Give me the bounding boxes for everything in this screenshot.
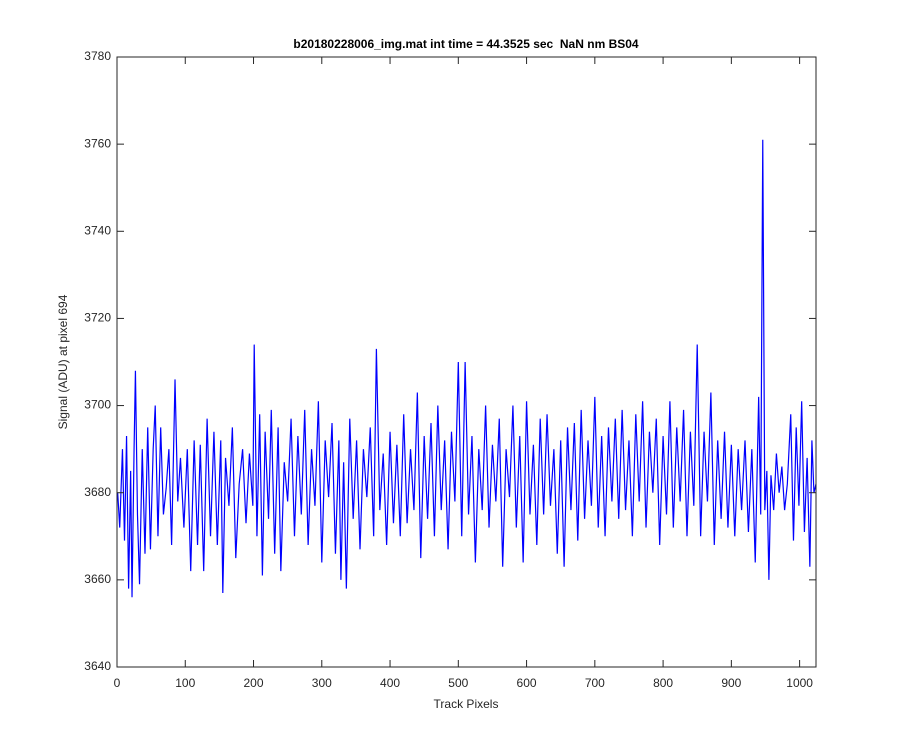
y-tick-label: 3640 [84,659,111,673]
x-tick-label: 700 [585,676,605,690]
y-tick-label: 3740 [84,223,111,237]
x-tick-label: 600 [517,676,537,690]
data-line [117,139,817,598]
axes-box [116,56,817,668]
chart-title: b20180228006_img.mat int time = 44.3525 … [293,37,639,51]
y-tick-label: 3760 [84,136,111,150]
x-tick-label: 800 [653,676,673,690]
y-tick-label: 3720 [84,311,111,325]
x-tick-label: 500 [448,676,468,690]
x-axis-label: Track Pixels [434,697,499,711]
x-tick-label: 1000 [786,676,813,690]
y-tick-label: 3700 [84,398,111,412]
x-tick-label: 0 [114,676,121,690]
x-tick-label: 400 [380,676,400,690]
x-tick-label: 100 [175,676,195,690]
plot-area [117,57,816,667]
y-axis-label: Signal (ADU) at pixel 694 [56,294,70,429]
x-tick-label: 200 [244,676,264,690]
x-tick-label: 300 [312,676,332,690]
x-tick-label: 900 [721,676,741,690]
y-tick-label: 3780 [84,49,111,63]
y-tick-label: 3660 [84,572,111,586]
y-tick-label: 3680 [84,485,111,499]
